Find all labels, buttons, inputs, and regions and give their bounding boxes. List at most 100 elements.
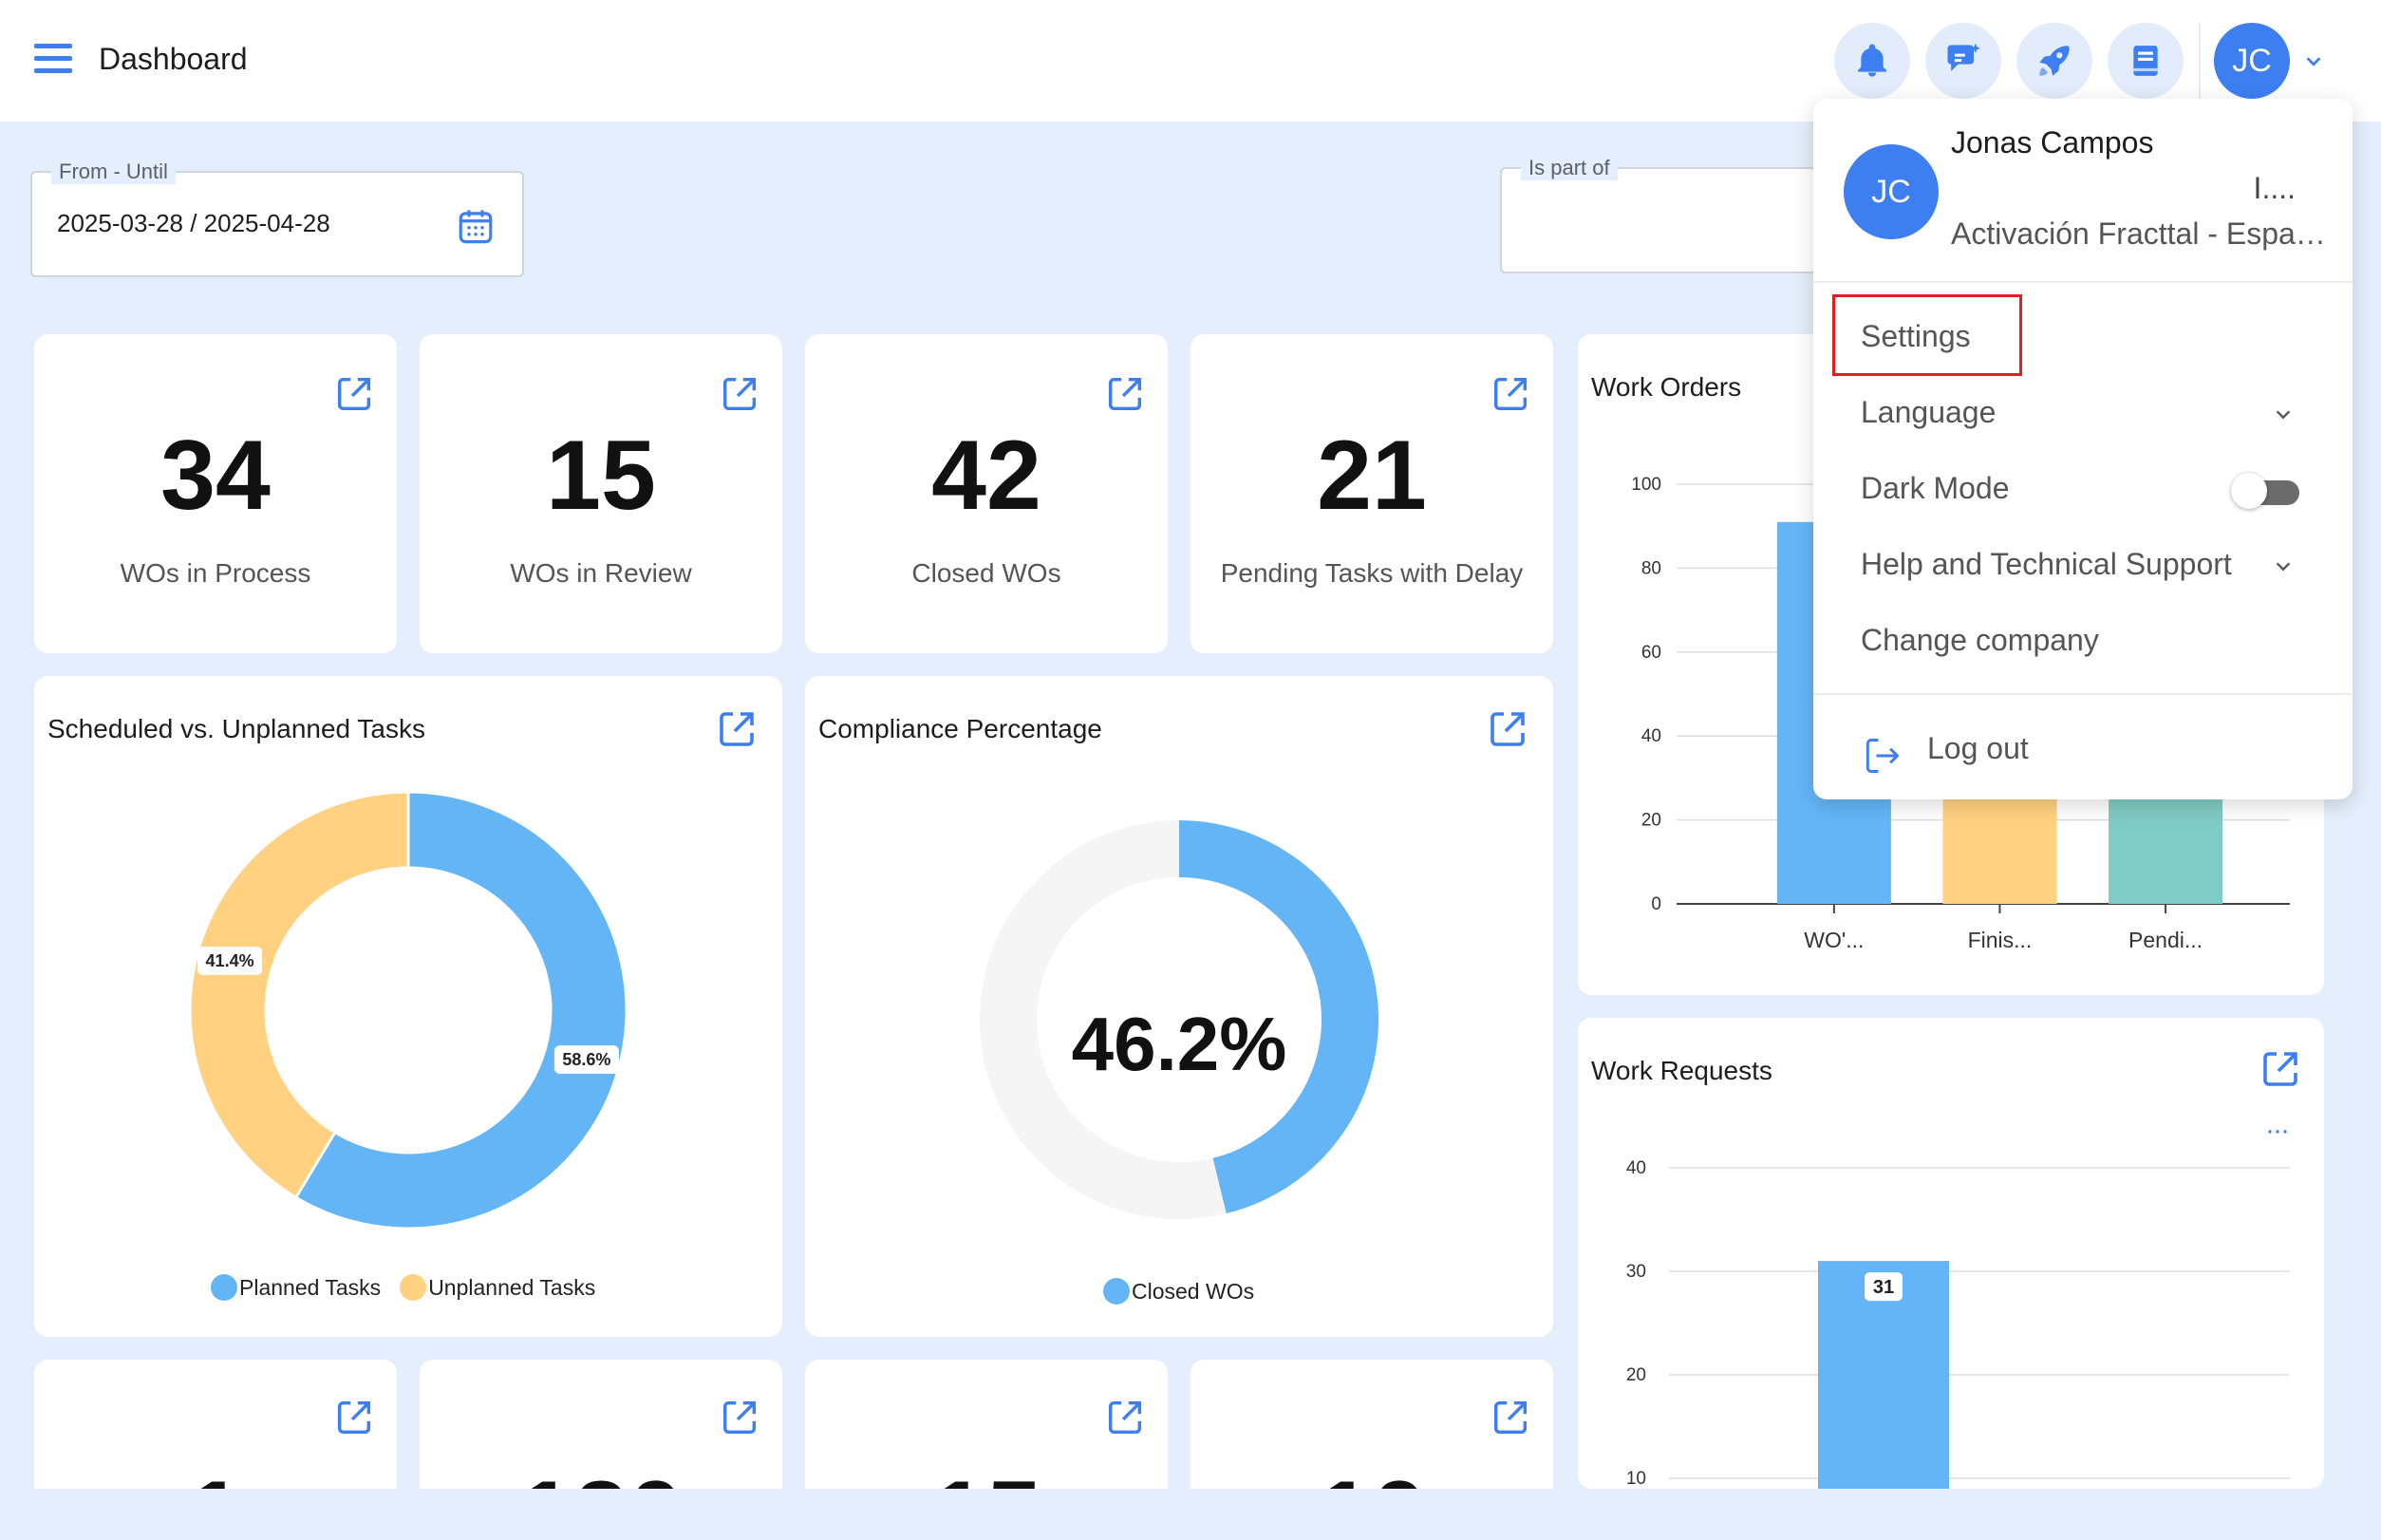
slice-label: 41.4% [206, 951, 254, 970]
kpi-label: Pending Tasks with Delay [1220, 558, 1524, 588]
y-tick-label: 40 [1626, 1158, 1646, 1178]
menu-item-label: Language [1861, 395, 1997, 429]
slice-label-bg [553, 1045, 619, 1075]
kpi-card-wos-in-process[interactable]: 34 WOs in Process [34, 334, 397, 653]
y-tick-label: 30 [1626, 1262, 1646, 1282]
open-external-icon[interactable] [2258, 1046, 2303, 1092]
menu-item-settings[interactable]: Settings [1813, 302, 2353, 370]
kpi-value: 42 [931, 421, 1041, 531]
open-external-icon[interactable] [1103, 372, 1147, 416]
kpi-value: 21 [1317, 421, 1427, 531]
menu-divider [1813, 693, 2353, 695]
menu-item-label: Log out [1927, 731, 2029, 765]
open-external-icon[interactable] [1489, 372, 1532, 416]
bar-label-bg [1865, 1272, 1903, 1302]
menu-icon[interactable] [34, 44, 72, 74]
compliance-donut-chart: 46.2% [980, 820, 1379, 1219]
user-avatar-button[interactable]: JC [2214, 23, 2290, 99]
y-tick-label: 60 [1641, 643, 1661, 663]
more-options-icon[interactable]: ··· [2265, 1115, 2290, 1146]
slice-label: 58.6% [562, 1050, 610, 1069]
menu-item-label: Change company [1861, 623, 2099, 657]
card-title: Work Requests [1591, 1056, 1772, 1085]
x-tick-label: Pendi... [2128, 928, 2203, 952]
legend-label: Closed WOs [1132, 1278, 1255, 1304]
open-external-icon[interactable] [332, 1396, 376, 1439]
slice-label-bg [197, 946, 263, 975]
work-requests-card: Work Requests ··· 10 20 30 40 31 [1578, 1018, 2324, 1489]
donut-slice-1[interactable] [188, 790, 410, 1200]
book-icon [2133, 46, 2158, 76]
x-tick-label: WO'... [1804, 928, 1864, 952]
menu-item-label: Settings [1861, 319, 1971, 353]
scheduled-vs-unplanned-card: Scheduled vs. Unplanned Tasks 58.6% 41.4%… [34, 676, 782, 1337]
rocket-icon [2039, 46, 2070, 76]
open-external-icon[interactable] [714, 706, 759, 752]
kpi-card-wos-in-review[interactable]: 15 WOs in Review [420, 334, 782, 653]
kpi-label: Closed WOs [911, 558, 1061, 588]
open-external-icon[interactable] [718, 1396, 761, 1439]
x-tick-label: Finis... [1968, 928, 2033, 952]
dark-mode-toggle[interactable] [2231, 473, 2299, 509]
open-external-icon[interactable] [1485, 706, 1530, 752]
whats-new-button[interactable] [2016, 23, 2092, 99]
user-menu-avatar: JC [1844, 144, 1939, 239]
menu-item-label: Help and Technical Support [1861, 547, 2232, 581]
date-range-label: From - Until [51, 160, 176, 184]
is-part-of-field[interactable]: Is part of [1500, 156, 1842, 273]
menu-item-help-support[interactable]: Help and Technical Support [1813, 530, 2353, 598]
kpi-card-closed-wos[interactable]: 42 Closed WOs [805, 334, 1168, 653]
legend-dot [1103, 1278, 1130, 1305]
user-menu-dropdown: JC Jonas Campos I.... Activación Fractta… [1813, 99, 2353, 799]
open-external-icon[interactable] [718, 372, 761, 416]
compliance-center-value: 46.2% [1072, 1002, 1287, 1086]
y-tick-label: 0 [1651, 894, 1661, 914]
donut-slice-0[interactable] [293, 790, 628, 1230]
legend-label: Planned Tasks [239, 1274, 382, 1300]
y-tick-label: 80 [1641, 558, 1661, 578]
user-company: Activación Fracttal - Espacio de trabajo [1951, 216, 2331, 251]
y-tick-label: 20 [1641, 811, 1661, 831]
donut-slice-0[interactable] [1179, 820, 1379, 1214]
legend-dot [400, 1274, 427, 1301]
date-range-value: 2025-03-28 / 2025-04-28 [57, 209, 330, 237]
chevron-down-icon [2276, 410, 2291, 420]
open-external-icon[interactable] [1103, 1396, 1147, 1439]
legend-dot [211, 1274, 237, 1301]
header-divider [2199, 23, 2201, 99]
work-requests-bar-chart: 10 20 30 40 31 [1626, 1158, 2290, 1489]
chevron-down-icon [2276, 562, 2291, 572]
top-bar: Dashboard JC [0, 0, 2381, 122]
menu-item-dark-mode[interactable]: Dark Mode [1813, 454, 2353, 522]
y-tick-label: 40 [1641, 726, 1661, 746]
is-part-of-label: Is part of [1521, 156, 1618, 180]
chevron-down-icon[interactable] [2303, 51, 2324, 72]
calendar-icon[interactable] [456, 205, 496, 247]
kpi-label: WOs in Process [120, 558, 311, 588]
legend-item-planned[interactable]: Planned Tasks [211, 1274, 381, 1301]
menu-item-logout[interactable]: Log out [1813, 714, 2353, 782]
chart-legend: Closed WOs [1103, 1278, 1273, 1305]
date-range-field[interactable]: From - Until 2025-03-28 / 2025-04-28 [30, 160, 524, 277]
card-title: Compliance Percentage [818, 714, 1102, 743]
page-bottom-background [0, 1489, 2381, 1540]
menu-item-language[interactable]: Language [1813, 378, 2353, 446]
scheduled-donut-chart: 58.6% 41.4% [188, 790, 628, 1230]
chart-legend: Planned Tasks Unplanned Tasks [211, 1274, 614, 1301]
kpi-card-pending-tasks-delay[interactable]: 21 Pending Tasks with Delay [1190, 334, 1553, 653]
menu-item-change-company[interactable]: Change company [1813, 606, 2353, 674]
settings-highlight-box [1832, 294, 2022, 376]
legend-item-closed-wos[interactable]: Closed WOs [1103, 1278, 1254, 1305]
open-external-icon[interactable] [1489, 1396, 1532, 1439]
documentation-button[interactable] [2108, 23, 2184, 99]
card-title: Work Orders [1591, 372, 1742, 402]
legend-item-unplanned[interactable]: Unplanned Tasks [400, 1274, 595, 1301]
chat-button[interactable] [1925, 23, 2001, 99]
notifications-button[interactable] [1834, 23, 1910, 99]
compliance-percentage-card: Compliance Percentage 46.2% Closed WOs [805, 676, 1553, 1337]
logout-icon [1865, 739, 1900, 773]
y-tick-label: 10 [1626, 1469, 1646, 1489]
open-external-icon[interactable] [332, 372, 376, 416]
donut-slice-1[interactable] [980, 820, 1227, 1219]
chat-sparkle-icon [1947, 43, 1980, 71]
